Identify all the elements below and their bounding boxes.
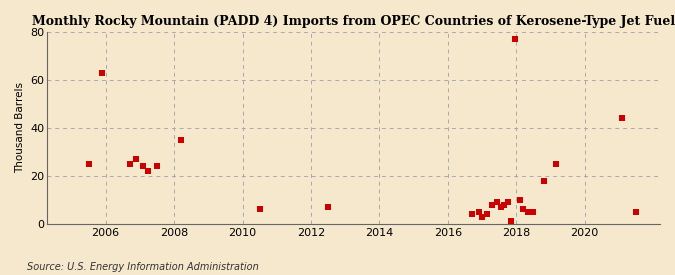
Point (509, 37, 520, 41)
Text: Source: U.S. Energy Information Administration: Source: U.S. Energy Information Administ… (27, 262, 259, 272)
Y-axis label: Thousand Barrels: Thousand Barrels (15, 82, 25, 174)
Point (466, 212, 477, 216)
Point (323, 205, 333, 209)
Point (477, 214, 487, 219)
Point (131, 157, 142, 161)
Point (487, 202, 497, 207)
Point (495, 205, 506, 209)
Point (502, 200, 513, 204)
Point (482, 212, 493, 216)
Point (152, 164, 163, 169)
Point (176, 138, 186, 142)
Point (617, 116, 628, 120)
Point (514, 198, 525, 202)
Title: Monthly Rocky Mountain (PADD 4) Imports from OPEC Countries of Kerosene-Type Jet: Monthly Rocky Mountain (PADD 4) Imports … (32, 15, 675, 28)
Point (97, 70, 107, 75)
Point (550, 162, 561, 166)
Point (528, 210, 539, 214)
Point (630, 210, 641, 214)
Point (492, 200, 503, 204)
Point (254, 207, 265, 212)
Point (83, 162, 94, 166)
Point (124, 162, 135, 166)
Point (506, 219, 516, 224)
Point (499, 202, 510, 207)
Point (523, 210, 534, 214)
Point (538, 178, 549, 183)
Point (138, 164, 148, 169)
Point (473, 210, 484, 214)
Point (143, 169, 154, 173)
Point (518, 207, 529, 212)
